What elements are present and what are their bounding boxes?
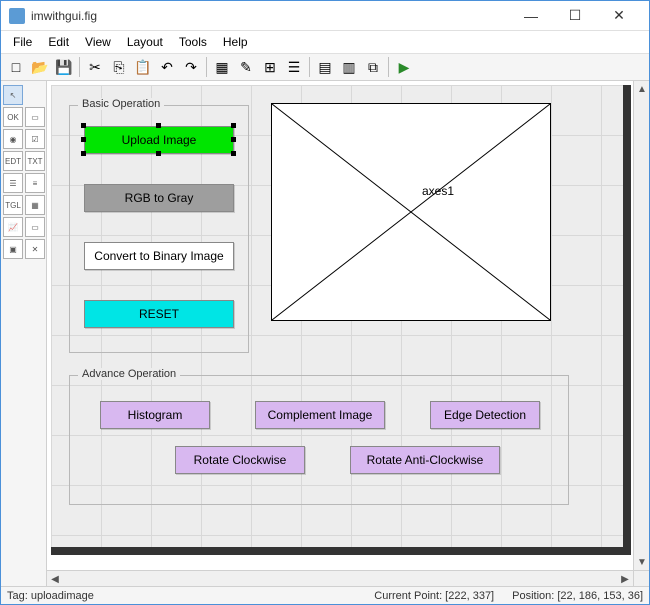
- statusbar: Tag: uploadimage Current Point: [222, 33…: [1, 586, 649, 604]
- toolbar-separator: [388, 57, 389, 77]
- advance-btn-4[interactable]: Rotate Anti-Clockwise: [350, 446, 500, 474]
- advance-btn-1[interactable]: Complement Image: [255, 401, 385, 429]
- horizontal-scrollbar[interactable]: ◀ ▶: [47, 570, 633, 586]
- basic-btn-1[interactable]: RGB to Gray: [84, 184, 234, 212]
- selection-handle[interactable]: [156, 123, 161, 128]
- toolbar-btn-7[interactable]: ↶: [156, 56, 178, 78]
- palette-text[interactable]: TXT: [25, 151, 45, 171]
- scroll-corner: [633, 570, 649, 586]
- palette-activex[interactable]: ✕: [25, 239, 45, 259]
- advance-btn-2[interactable]: Edge Detection: [430, 401, 540, 429]
- toolbar-btn-12[interactable]: ⊞: [259, 56, 281, 78]
- toolbar-separator: [309, 57, 310, 77]
- palette-edit[interactable]: EDT: [3, 151, 23, 171]
- advance-legend: Advance Operation: [78, 368, 180, 380]
- palette-popup[interactable]: ☰: [3, 173, 23, 193]
- selection-handle[interactable]: [81, 123, 86, 128]
- status-tag: Tag: uploadimage: [7, 590, 94, 602]
- selection-handle[interactable]: [231, 151, 236, 156]
- status-position: Position: [22, 186, 153, 36]: [512, 590, 643, 602]
- menu-tools[interactable]: Tools: [171, 33, 215, 51]
- palette-pointer[interactable]: ↖: [3, 85, 23, 105]
- selection-handle[interactable]: [81, 137, 86, 142]
- palette-list[interactable]: ≡: [25, 173, 45, 193]
- scroll-right-icon[interactable]: ▶: [617, 571, 633, 586]
- basic-btn-2[interactable]: Convert to Binary Image: [84, 242, 234, 270]
- main-area: ↖OK▭◉☑EDTTXT☰≡TGL▦📈▭▣✕ Basic Operation U…: [1, 81, 649, 586]
- design-surface[interactable]: Basic Operation Upload Image RGB to Gray C…: [51, 85, 631, 555]
- status-current-point: Current Point: [222, 337]: [374, 590, 494, 602]
- menubar: File Edit View Layout Tools Help: [1, 31, 649, 53]
- component-palette: ↖OK▭◉☑EDTTXT☰≡TGL▦📈▭▣✕: [1, 81, 47, 586]
- toolbar-btn-16[interactable]: ▥: [338, 56, 360, 78]
- toolbar-btn-15[interactable]: ▤: [314, 56, 336, 78]
- basic-legend: Basic Operation: [78, 98, 164, 110]
- toolbar-btn-1[interactable]: 📂: [29, 56, 51, 78]
- menu-edit[interactable]: Edit: [40, 33, 77, 51]
- toolbar-separator: [79, 57, 80, 77]
- close-button[interactable]: ✕: [597, 2, 641, 30]
- toolbar-btn-13[interactable]: ☰: [283, 56, 305, 78]
- toolbar-btn-6[interactable]: 📋: [132, 56, 154, 78]
- menu-view[interactable]: View: [77, 33, 119, 51]
- menu-layout[interactable]: Layout: [119, 33, 171, 51]
- toolbar-btn-8[interactable]: ↷: [180, 56, 202, 78]
- scroll-up-icon[interactable]: ▲: [634, 81, 649, 97]
- vertical-scrollbar[interactable]: ▲ ▼: [633, 81, 649, 570]
- selection-handle[interactable]: [231, 137, 236, 142]
- canvas-wrap: Basic Operation Upload Image RGB to Gray C…: [47, 81, 649, 586]
- toolbar-btn-0[interactable]: □: [5, 56, 27, 78]
- advance-btn-0[interactable]: Histogram: [100, 401, 210, 429]
- selection-handle[interactable]: [156, 151, 161, 156]
- titlebar: imwithgui.fig — ☐ ✕: [1, 1, 649, 31]
- scroll-down-icon[interactable]: ▼: [634, 554, 649, 570]
- palette-ok[interactable]: OK: [3, 107, 23, 127]
- toolbar-btn-2[interactable]: 💾: [53, 56, 75, 78]
- toolbar-btn-4[interactable]: ✂: [84, 56, 106, 78]
- selection-handle[interactable]: [231, 123, 236, 128]
- maximize-button[interactable]: ☐: [553, 2, 597, 30]
- window-title: imwithgui.fig: [31, 9, 509, 23]
- toolbar-btn-19[interactable]: ▶: [393, 56, 415, 78]
- basic-btn-0[interactable]: Upload Image: [84, 126, 234, 154]
- advance-btn-3[interactable]: Rotate Clockwise: [175, 446, 305, 474]
- menu-file[interactable]: File: [5, 33, 40, 51]
- palette-check[interactable]: ☑: [25, 129, 45, 149]
- basic-operation-panel[interactable]: Basic Operation Upload ImageRGB to GrayC…: [69, 105, 249, 353]
- palette-toggle[interactable]: TGL: [3, 195, 23, 215]
- canvas-viewport[interactable]: Basic Operation Upload Image RGB to Gray C…: [47, 81, 633, 570]
- axes-label: axes1: [422, 184, 454, 198]
- palette-axes[interactable]: 📈: [3, 217, 23, 237]
- palette-bgroup[interactable]: ▣: [3, 239, 23, 259]
- toolbar-separator: [206, 57, 207, 77]
- axes-placeholder[interactable]: axes1: [271, 103, 551, 321]
- minimize-button[interactable]: —: [509, 2, 553, 30]
- palette-slider[interactable]: ▭: [25, 107, 45, 127]
- palette-panel[interactable]: ▭: [25, 217, 45, 237]
- selection-handle[interactable]: [81, 151, 86, 156]
- toolbar-btn-11[interactable]: ✎: [235, 56, 257, 78]
- menu-help[interactable]: Help: [215, 33, 256, 51]
- toolbar-btn-17[interactable]: ⧉: [362, 56, 384, 78]
- advance-operation-panel[interactable]: Advance Operation HistogramComplement Im…: [69, 375, 569, 505]
- basic-btn-3[interactable]: RESET: [84, 300, 234, 328]
- toolbar-btn-5[interactable]: ⎘: [108, 56, 130, 78]
- palette-table[interactable]: ▦: [25, 195, 45, 215]
- palette-radio[interactable]: ◉: [3, 129, 23, 149]
- app-icon: [9, 8, 25, 24]
- toolbar: □📂💾 ✂⎘📋↶↷ ▦✎⊞☰ ▤▥⧉ ▶: [1, 53, 649, 81]
- scroll-left-icon[interactable]: ◀: [47, 571, 63, 586]
- toolbar-btn-10[interactable]: ▦: [211, 56, 233, 78]
